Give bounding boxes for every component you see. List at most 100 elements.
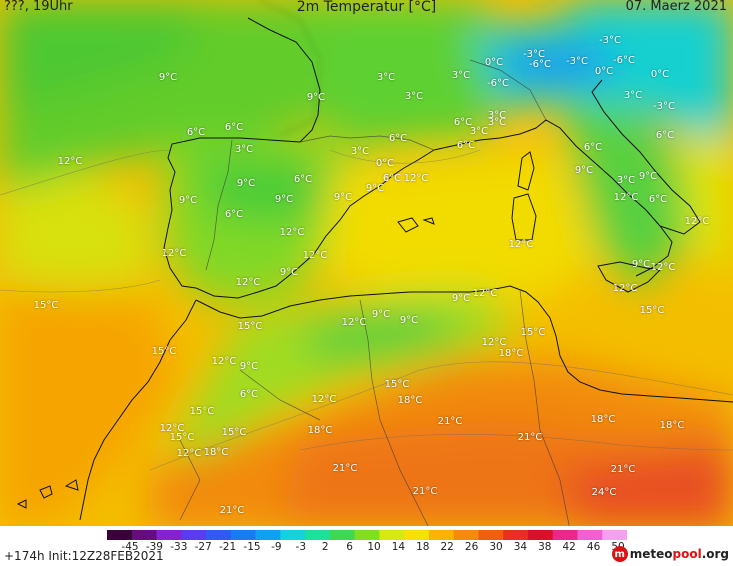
temperature-label: 9°C [365, 183, 385, 194]
temperature-label: 15°C [384, 379, 410, 390]
temperature-label: 6°C [456, 140, 476, 151]
temperature-label: 9°C [631, 259, 651, 270]
temperature-label: 3°C [451, 70, 471, 81]
temperature-label: 12°C [57, 156, 83, 167]
temperature-label: 6°C [655, 130, 675, 141]
temperature-label: 9°C [236, 178, 256, 189]
temperature-label: 12°C [650, 262, 676, 273]
legend-swatch [478, 530, 504, 540]
temperature-label: 6°C [239, 389, 259, 400]
legend-swatch [602, 530, 627, 540]
temperature-label: 3°C [234, 144, 254, 155]
temperature-label: 12°C [311, 394, 337, 405]
legend-tick-label: 42 [562, 541, 576, 553]
temperature-label: 9°C [158, 72, 178, 83]
logo-text-a: meteo [629, 547, 673, 561]
temperature-label: 15°C [221, 427, 247, 438]
temperature-label: -3°C [523, 49, 545, 60]
legend-tick-label: -39 [145, 541, 163, 553]
legend-tick-label: -15 [243, 541, 261, 553]
temperature-label: 9°C [638, 171, 658, 182]
legend-tick-label: 30 [489, 541, 503, 553]
temperature-label: 12°C [403, 173, 429, 184]
temperature-label: 3°C [623, 90, 643, 101]
temperature-label: -6°C [529, 59, 551, 70]
temperature-label: 12°C [211, 356, 237, 367]
legend-swatch [428, 530, 455, 540]
temperature-label: 6°C [648, 194, 668, 205]
legend-tick-label: 2 [321, 541, 329, 553]
temperature-label: -3°C [566, 56, 588, 67]
legend-swatch [577, 530, 603, 540]
temperature-label: 9°C [371, 309, 391, 320]
temperature-label: 6°C [382, 173, 402, 184]
legend-swatch [503, 530, 529, 540]
legend-tick-label: 10 [367, 541, 381, 553]
legend-swatch [305, 530, 331, 540]
temperature-label: 3°C [469, 126, 489, 137]
temperature-label: 12°C [159, 423, 185, 434]
logo-text-b: pool [672, 547, 702, 561]
temperature-label: 6°C [583, 142, 603, 153]
temperature-label: 12°C [161, 248, 187, 259]
temperature-label: 15°C [151, 346, 177, 357]
legend-tick-label: -21 [219, 541, 237, 553]
temperature-label: 0°C [594, 66, 614, 77]
temperature-label: 18°C [590, 414, 616, 425]
temperature-label: 15°C [520, 327, 546, 338]
meteopool-logo[interactable]: m meteopool.org [611, 546, 729, 562]
temperature-label: 21°C [437, 416, 463, 427]
legend-tick-label: -27 [194, 541, 212, 553]
legend-swatch [552, 530, 578, 540]
temperature-label: 6°C [224, 122, 244, 133]
legend-tick-label: 18 [416, 541, 430, 553]
legend-swatch [453, 530, 479, 540]
temperature-label: 21°C [332, 463, 358, 474]
temperature-label: 0°C [484, 57, 504, 68]
temperature-label: 18°C [203, 447, 229, 458]
temperature-label: 6°C [388, 133, 408, 144]
forecast-run-info: +174h Init:12Z28FEB2021 [4, 549, 164, 563]
temperature-label: 9°C [239, 361, 259, 372]
temperature-label: 12°C [279, 227, 305, 238]
temperature-label: 9°C [274, 194, 294, 205]
temperature-label: -6°C [613, 55, 635, 66]
temperature-label: 6°C [293, 174, 313, 185]
temperature-label: 15°C [237, 321, 263, 332]
legend-swatch [230, 530, 257, 540]
valid-date: 07. Maerz 2021 [625, 0, 727, 14]
legend-tick-label: 26 [464, 541, 479, 553]
temperature-label: 12°C [481, 337, 507, 348]
temperature-label: 15°C [189, 406, 215, 417]
temperature-label: 21°C [517, 432, 543, 443]
temperature-label: 9°C [178, 195, 198, 206]
temperature-label: 15°C [639, 305, 665, 316]
map-title: 2m Temperatur [°C] [296, 0, 437, 15]
temperature-label: 9°C [306, 92, 326, 103]
temperature-label: 9°C [574, 165, 594, 176]
temperature-label: 3°C [616, 175, 636, 186]
legend-tick-label: 14 [391, 541, 406, 553]
temperature-label: 9°C [399, 315, 419, 326]
legend-swatch [527, 530, 554, 540]
temperature-label: 3°C [487, 117, 507, 128]
temperature-label: 12°C [612, 283, 638, 294]
temperature-label: 6°C [224, 209, 244, 220]
temperature-label: 12°C [235, 277, 261, 288]
temperature-label: 21°C [219, 505, 245, 516]
logo-icon: m [611, 546, 628, 562]
legend-swatch [206, 530, 232, 540]
temperature-label: 12°C [341, 317, 367, 328]
temperature-label: 12°C [302, 250, 328, 261]
temperature-label: 18°C [498, 348, 524, 359]
temperature-label: 3°C [404, 91, 424, 102]
legend-tick-label: -3 [295, 541, 307, 553]
legend-tick-label: 38 [538, 541, 552, 553]
temperature-label: 6°C [186, 127, 206, 138]
temperature-label: 9°C [451, 293, 471, 304]
legend-tick-label: 46 [586, 541, 601, 553]
legend-swatch [404, 530, 430, 540]
temperature-label: -3°C [653, 101, 675, 112]
temperature-label: 12°C [472, 288, 498, 299]
temperature-label: -3°C [599, 35, 621, 46]
